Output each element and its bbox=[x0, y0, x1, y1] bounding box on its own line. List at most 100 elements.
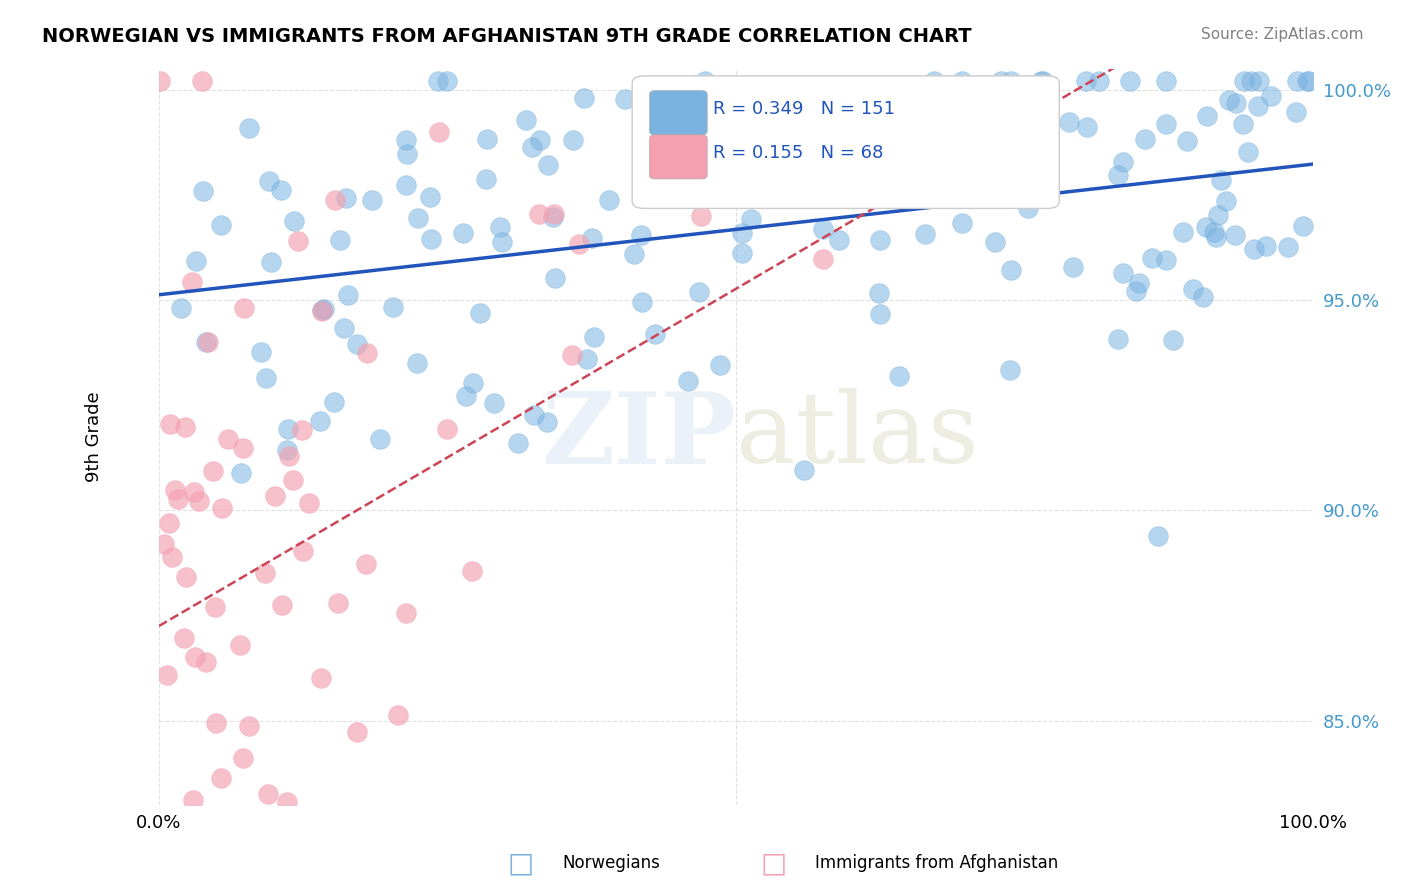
Point bbox=[184, 649, 207, 664]
Point bbox=[217, 432, 239, 446]
Point bbox=[229, 638, 252, 652]
Point bbox=[291, 544, 314, 558]
Point bbox=[709, 359, 731, 373]
Point bbox=[793, 463, 815, 477]
Point bbox=[1286, 74, 1309, 88]
Point bbox=[914, 227, 936, 241]
Point bbox=[1195, 220, 1218, 235]
Point bbox=[250, 345, 273, 359]
Point bbox=[544, 270, 567, 285]
Point bbox=[191, 184, 214, 198]
Point bbox=[195, 335, 218, 350]
Point bbox=[952, 216, 974, 230]
Point bbox=[233, 301, 256, 315]
Point bbox=[1112, 155, 1135, 169]
Point bbox=[1195, 109, 1218, 123]
Point bbox=[159, 417, 181, 431]
Point bbox=[678, 374, 700, 388]
Point bbox=[283, 213, 305, 227]
Point bbox=[420, 232, 443, 246]
Point bbox=[1277, 240, 1299, 254]
Point bbox=[155, 668, 177, 682]
Point bbox=[643, 108, 665, 122]
Point bbox=[1292, 219, 1315, 234]
Point bbox=[187, 494, 209, 508]
Point bbox=[1029, 74, 1052, 88]
Point bbox=[1225, 95, 1247, 110]
Point bbox=[387, 708, 409, 723]
Point bbox=[630, 295, 652, 310]
Point bbox=[209, 771, 232, 785]
Point bbox=[173, 631, 195, 645]
Point bbox=[869, 233, 891, 247]
Point bbox=[506, 435, 529, 450]
Point bbox=[346, 724, 368, 739]
Point bbox=[1154, 74, 1177, 88]
Point bbox=[287, 234, 309, 248]
Point bbox=[1171, 226, 1194, 240]
Point bbox=[1135, 132, 1157, 146]
Point bbox=[361, 193, 384, 207]
Point bbox=[163, 483, 186, 497]
Point bbox=[406, 356, 429, 370]
Point bbox=[396, 147, 419, 161]
Point bbox=[370, 432, 392, 446]
FancyBboxPatch shape bbox=[650, 135, 707, 179]
Point bbox=[291, 423, 314, 437]
Point bbox=[1240, 74, 1263, 88]
Point bbox=[311, 303, 333, 318]
Y-axis label: 9th Grade: 9th Grade bbox=[86, 392, 103, 482]
Point bbox=[475, 172, 498, 186]
Point bbox=[515, 113, 537, 128]
Point bbox=[574, 91, 596, 105]
Point bbox=[740, 212, 762, 227]
Point bbox=[1118, 74, 1140, 88]
Point bbox=[201, 464, 224, 478]
Point bbox=[1161, 334, 1184, 348]
Point bbox=[990, 74, 1012, 88]
Point bbox=[1125, 284, 1147, 298]
Point bbox=[256, 788, 278, 802]
Text: Source: ZipAtlas.com: Source: ZipAtlas.com bbox=[1201, 27, 1364, 42]
Point bbox=[159, 822, 181, 836]
Point bbox=[887, 368, 910, 383]
Point bbox=[1192, 290, 1215, 304]
Point bbox=[229, 467, 252, 481]
Point bbox=[221, 835, 243, 849]
Point bbox=[232, 751, 254, 765]
Point bbox=[731, 226, 754, 240]
Point bbox=[395, 133, 418, 147]
Point bbox=[1254, 239, 1277, 253]
Point bbox=[623, 247, 645, 261]
Point bbox=[309, 414, 332, 428]
Point bbox=[436, 74, 458, 88]
Point bbox=[311, 304, 333, 318]
Point bbox=[811, 221, 834, 235]
Point bbox=[427, 125, 450, 139]
Point bbox=[1156, 253, 1178, 268]
Point bbox=[614, 92, 637, 106]
Point bbox=[253, 566, 276, 580]
Point bbox=[183, 485, 205, 500]
Point bbox=[470, 306, 492, 320]
Text: R = 0.155   N = 68: R = 0.155 N = 68 bbox=[713, 145, 883, 162]
FancyBboxPatch shape bbox=[633, 76, 1059, 209]
Point bbox=[204, 716, 226, 731]
Text: NORWEGIAN VS IMMIGRANTS FROM AFGHANISTAN 9TH GRADE CORRELATION CHART: NORWEGIAN VS IMMIGRANTS FROM AFGHANISTAN… bbox=[42, 27, 972, 45]
Point bbox=[157, 516, 180, 530]
Point bbox=[1247, 99, 1270, 113]
Point bbox=[1076, 120, 1098, 134]
Point bbox=[211, 500, 233, 515]
Point bbox=[269, 837, 291, 851]
Point bbox=[1074, 74, 1097, 88]
Point bbox=[983, 235, 1005, 249]
Text: Norwegians: Norwegians bbox=[562, 855, 661, 872]
Point bbox=[536, 415, 558, 429]
Text: R = 0.349   N = 151: R = 0.349 N = 151 bbox=[713, 100, 896, 118]
Point bbox=[329, 233, 352, 247]
Point bbox=[259, 254, 281, 268]
Point bbox=[270, 184, 292, 198]
Point bbox=[426, 74, 449, 88]
Point bbox=[541, 210, 564, 224]
Point bbox=[1142, 251, 1164, 265]
